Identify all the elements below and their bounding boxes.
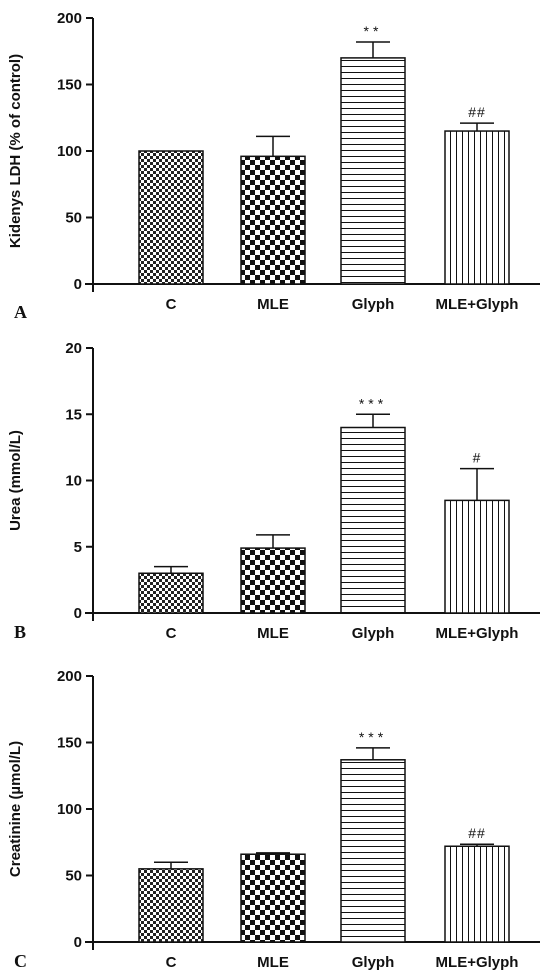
y-axis-title: Creatinine (µmol/L) xyxy=(7,741,24,877)
y-tick-label: 100 xyxy=(57,143,82,160)
significance-label: ## xyxy=(468,104,486,120)
y-tick-label: 200 xyxy=(57,10,82,27)
bar-mle xyxy=(240,853,306,943)
bar-mle-glyph xyxy=(444,499,510,614)
bar-glyph xyxy=(340,426,406,614)
panel-C: 0 50 100 150 200 Creatinine (µmol/L) C MLE *** Gl… xyxy=(7,668,540,971)
bar-glyph xyxy=(340,759,406,943)
bar-mle-glyph xyxy=(444,845,510,943)
y-axis-title: Urea (mmol/L) xyxy=(7,430,24,531)
panel-A: 0 50 100 150 200 Kidenys LDH (% of control) C M… xyxy=(7,10,540,322)
y-tick-label: 0 xyxy=(74,605,82,622)
panel-letter: B xyxy=(14,622,26,642)
bar-c xyxy=(138,868,204,943)
bar-mle xyxy=(240,547,306,614)
category-label: Glyph xyxy=(352,954,395,971)
y-tick-label: 100 xyxy=(57,801,82,818)
significance-label: ** xyxy=(364,23,383,39)
category-label: MLE+Glyph xyxy=(436,625,519,642)
y-tick-label: 150 xyxy=(57,735,82,752)
bar-mle xyxy=(240,155,306,285)
y-tick-label: 5 xyxy=(74,539,82,556)
panel-letter: C xyxy=(14,951,27,971)
y-tick-label: 0 xyxy=(74,276,82,293)
bar-mle-glyph xyxy=(444,130,510,285)
category-label: Glyph xyxy=(352,296,395,313)
bar-c xyxy=(138,572,204,614)
y-tick-label: 50 xyxy=(65,868,82,885)
category-label: C xyxy=(166,954,177,971)
bar-c xyxy=(138,150,204,285)
category-label: MLE xyxy=(257,954,289,971)
y-tick-label: 20 xyxy=(65,340,82,357)
category-label: MLE+Glyph xyxy=(436,296,519,313)
y-tick-label: 50 xyxy=(65,210,82,227)
significance-label: *** xyxy=(359,395,387,411)
y-tick-label: 150 xyxy=(57,77,82,94)
significance-label: # xyxy=(473,450,482,466)
y-tick-label: 15 xyxy=(65,406,82,423)
category-label: C xyxy=(166,625,177,642)
category-label: Glyph xyxy=(352,625,395,642)
y-axis-title: Kidenys LDH (% of control) xyxy=(7,54,24,248)
y-tick-label: 0 xyxy=(74,934,82,951)
category-label: C xyxy=(166,296,177,313)
significance-label: *** xyxy=(359,729,387,745)
bar-glyph xyxy=(340,57,406,285)
category-label: MLE xyxy=(257,625,289,642)
category-label: MLE+Glyph xyxy=(436,954,519,971)
y-tick-label: 200 xyxy=(57,668,82,685)
panel-B: 0 5 10 15 20 Urea (mmol/L) C MLE *** Glyph # MLE+Gl… xyxy=(7,340,540,642)
category-label: MLE xyxy=(257,296,289,313)
panel-letter: A xyxy=(14,302,27,322)
y-tick-label: 10 xyxy=(65,473,82,490)
significance-label: ## xyxy=(468,825,486,841)
